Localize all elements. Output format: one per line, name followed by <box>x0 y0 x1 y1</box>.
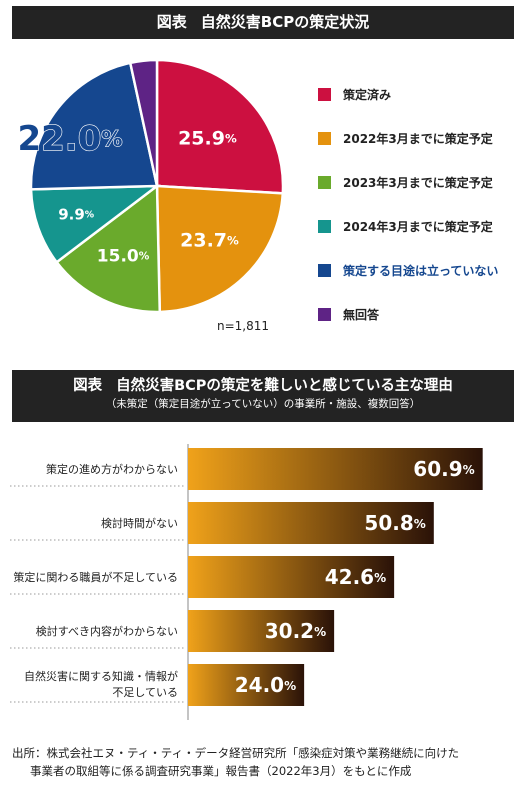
legend-item: 2022年3月までに策定予定 <box>318 116 498 160</box>
source-line-2: 事業者の取組等に係る調査研究事業」報告書（2022年3月）をもとに作成 <box>30 764 412 778</box>
bar-chart: 策定の進め方がわからない 60.9% 検討時間がない 50.8% 策定に関わる職員が不足… <box>10 444 483 720</box>
legend-item: 2024年3月までに策定予定 <box>318 204 498 248</box>
pie-value-label: 9.9% <box>58 205 95 223</box>
bar-category-label: 策定に関わる職員が不足している <box>13 570 178 584</box>
bar-category-label: 検討すべき内容がわからない <box>36 624 178 638</box>
legend-swatch <box>318 131 331 145</box>
legend-label: 策定済み <box>343 87 392 102</box>
pie-slice <box>155 184 285 314</box>
legend-item: 策定する目途は立っていない <box>318 248 498 292</box>
pie-value-label: 3.4% <box>124 40 158 43</box>
legend-item: 策定済み <box>318 72 498 116</box>
bar-category-label: 不足している <box>112 686 178 699</box>
pie-slice <box>155 58 285 195</box>
legend-label: 2022年3月までに策定予定 <box>343 131 493 146</box>
legend-label: 策定する目途は立っていない <box>343 263 499 278</box>
sample-size-note: n=1,811 <box>217 319 270 333</box>
pie-legend: 策定済み 2022年3月までに策定予定 2023年3月までに策定予定 2024年3月ま… <box>318 72 498 336</box>
legend-label: 2023年3月までに策定予定 <box>343 175 493 190</box>
bar-category-label: 自然災害に関する知識・情報が <box>24 669 178 683</box>
bar-value-label: 50.8% <box>364 511 425 535</box>
bar-chart-title: 自然災害BCPの策定を難しいと感じている主な理由 <box>116 378 453 394</box>
bar-value-label: 60.9% <box>413 457 474 481</box>
legend-label: 2024年3月までに策定予定 <box>343 219 493 234</box>
legend-swatch <box>318 307 331 321</box>
pie-slice <box>128 58 159 187</box>
pie-value-label: 23.7% <box>180 229 239 251</box>
pie-slice <box>29 184 161 264</box>
legend-swatch <box>318 87 331 101</box>
bar-value-label: 42.6% <box>325 565 386 589</box>
legend-swatch <box>318 175 331 189</box>
source-note: 出所：株式会社エヌ・ティ・ティ・データ経営研究所「感染症対策や業務継続に向けた … <box>12 744 522 780</box>
bar-value-label: 24.0% <box>235 673 296 697</box>
bar-chart-subtitle: （未策定（策定目途が立っていない）の事業所・施設、複数回答） <box>105 398 421 410</box>
pie-chart-title-bar: 図表 自然災害BCPの策定状況 <box>12 6 514 39</box>
bar-chart-title-prefix: 図表 <box>73 378 103 394</box>
pie-chart-title: 自然災害BCPの策定状況 <box>200 13 370 31</box>
bar-category-label: 策定の進め方がわからない <box>46 462 178 476</box>
legend-swatch <box>318 219 331 233</box>
pie-value-label: 22.0% <box>17 119 122 159</box>
legend-swatch <box>318 263 331 277</box>
bar <box>188 448 483 490</box>
pie-chart-title-prefix: 図表 <box>156 13 187 31</box>
bar-category-label: 検討時間がない <box>101 516 178 530</box>
bar <box>188 556 395 598</box>
legend-label: 無回答 <box>343 307 380 322</box>
bar-value-label: 30.2% <box>265 619 326 643</box>
source-line-1: 出所：株式会社エヌ・ティ・ティ・データ経営研究所「感染症対策や業務継続に向けた <box>12 746 460 760</box>
pie-chart: 25.9% 23.7% 15.0% 9.9% 22.0% 3.4% <box>17 40 285 314</box>
pie-slice <box>29 61 159 191</box>
bar-chart-title-bar: 図表 自然災害BCPの策定を難しいと感じている主な理由 （未策定（策定目途が立って… <box>12 370 514 422</box>
pie-value-label: 15.0% <box>97 246 150 266</box>
bar <box>188 502 434 544</box>
legend-item: 2023年3月までに策定予定 <box>318 160 498 204</box>
pie-slice <box>54 183 162 314</box>
bar <box>188 664 305 706</box>
legend-item: 無回答 <box>318 292 498 336</box>
pie-value-label: 25.9% <box>178 127 237 149</box>
bar <box>188 610 335 652</box>
